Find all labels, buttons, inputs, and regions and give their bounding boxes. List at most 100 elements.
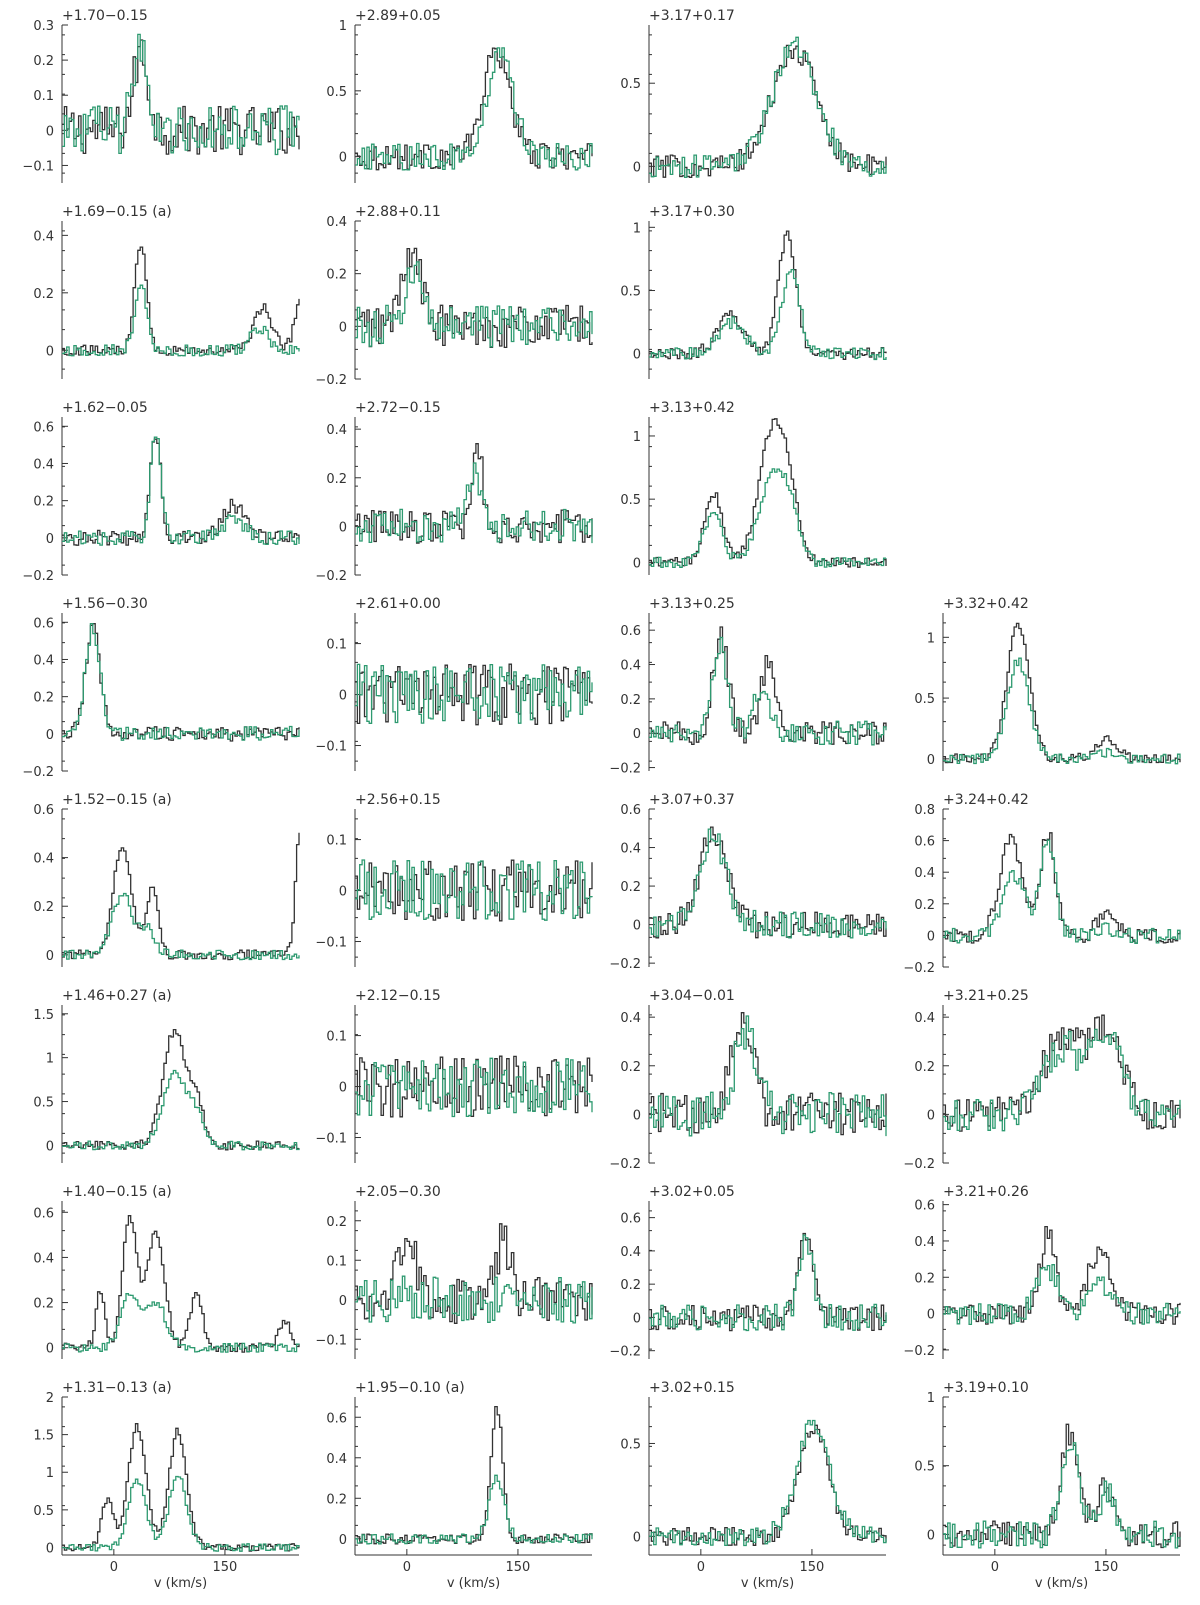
y-tick-label: −0.1 xyxy=(22,159,54,174)
series-green-trace xyxy=(355,1275,593,1324)
y-tick-label: 0.4 xyxy=(620,659,641,674)
spectrum-panel: +1.56−0.30 0.6 0.4 0.2 0 −0.2 xyxy=(22,596,300,780)
y-tick-label: 0.6 xyxy=(914,1199,935,1214)
y-tick-label: −0.1 xyxy=(315,740,347,755)
y-tick-label: −0.2 xyxy=(903,1344,935,1359)
y-tick-label: 0.2 xyxy=(33,287,54,302)
y-tick-label: −0.2 xyxy=(903,961,935,976)
series-black-trace xyxy=(649,230,887,360)
y-tick-label: 0.6 xyxy=(33,420,54,435)
y-tick-label: 0 xyxy=(339,1294,347,1309)
y-tick-label: 0.5 xyxy=(620,285,641,300)
panel-title: +1.69−0.15 (a) xyxy=(62,204,172,220)
series-green-trace xyxy=(62,33,300,156)
y-tick-label: 0.2 xyxy=(914,1271,935,1286)
panel-title: +1.40−0.15 (a) xyxy=(62,1184,172,1200)
spectrum-panel: +1.62−0.05 0.6 0.4 0.2 0 −0.2 xyxy=(22,400,300,584)
series-black-trace xyxy=(62,1028,300,1151)
series-green-trace xyxy=(62,284,300,357)
y-tick-label: 0.2 xyxy=(326,472,347,487)
series-green-trace xyxy=(943,839,1181,944)
y-tick-label: 0.4 xyxy=(33,653,54,668)
y-tick-label: 0 xyxy=(633,1108,641,1123)
spectrum-panel: +3.02+0.05 0.6 0.4 0.2 0 −0.2 xyxy=(609,1184,887,1360)
y-tick-label: 0 xyxy=(339,320,347,335)
panel-title: +3.02+0.15 xyxy=(649,1380,735,1396)
y-tick-label: 0 xyxy=(927,1108,935,1123)
series-green-trace xyxy=(649,268,887,361)
series-black-trace xyxy=(649,626,887,746)
y-tick-label: 0.5 xyxy=(33,1096,54,1111)
series-black-trace xyxy=(62,1215,300,1353)
panel-title: +2.72−0.15 xyxy=(355,400,441,416)
y-tick-label: 0.2 xyxy=(620,1060,641,1075)
y-tick-label: 0.2 xyxy=(326,1492,347,1507)
series-black-trace xyxy=(649,1232,887,1332)
y-tick-label: −0.2 xyxy=(315,373,347,388)
y-tick-label: 0 xyxy=(633,160,641,175)
series-black-trace xyxy=(62,1423,300,1552)
y-tick-label: 0 xyxy=(633,727,641,742)
series-green-trace xyxy=(943,1028,1181,1132)
y-tick-label: 0.4 xyxy=(914,1235,935,1250)
x-axis-label: v (km/s) xyxy=(154,1576,207,1591)
y-tick-label: 0 xyxy=(339,1081,347,1096)
panel-title: +1.95−0.10 (a) xyxy=(355,1380,465,1396)
series-green-trace xyxy=(355,1057,593,1118)
series-black-trace xyxy=(355,859,593,922)
spectrum-panel: +1.70−0.15 0.3 0.2 0.1 0 −0.1 xyxy=(22,8,300,183)
y-tick-label: 0.4 xyxy=(326,1452,347,1467)
series-green-trace xyxy=(355,261,593,348)
series-black-trace xyxy=(62,39,300,156)
y-tick-label: 0.6 xyxy=(326,1411,347,1426)
series-green-trace xyxy=(649,1234,887,1332)
y-tick-label: 0.5 xyxy=(620,1437,641,1452)
series-green-trace xyxy=(649,1015,887,1137)
y-tick-label: 0 xyxy=(46,124,54,139)
y-tick-label: 0.4 xyxy=(33,1251,54,1266)
y-tick-label: 0.2 xyxy=(914,1060,935,1075)
series-green-trace xyxy=(649,36,887,179)
y-tick-label: −0.2 xyxy=(315,569,347,584)
panel-title: +1.46+0.27 (a) xyxy=(62,988,172,1004)
y-tick-label: 0.4 xyxy=(326,215,347,230)
spectrum-panel: +3.13+0.25 0.6 0.4 0.2 0 −0.2 xyxy=(609,596,887,777)
y-tick-label: 0.6 xyxy=(914,835,935,850)
panel-title: +1.56−0.30 xyxy=(62,596,148,612)
series-green-trace xyxy=(649,636,887,746)
y-tick-label: 0.2 xyxy=(326,268,347,283)
panel-title: +3.13+0.25 xyxy=(649,596,735,612)
y-tick-label: 0 xyxy=(927,929,935,944)
y-tick-label: 1 xyxy=(633,221,641,236)
spectrum-panel: +1.46+0.27 (a) 1.5 1 0.5 0 xyxy=(33,988,300,1163)
series-green-trace xyxy=(62,1293,300,1353)
series-green-trace xyxy=(649,828,887,939)
y-tick-label: 0 xyxy=(633,1311,641,1326)
y-tick-label: 0 xyxy=(633,1530,641,1545)
series-black-trace xyxy=(62,623,300,742)
y-tick-label: 0.1 xyxy=(326,638,347,653)
panel-title: +3.17+0.30 xyxy=(649,204,735,220)
series-green-trace xyxy=(943,1442,1181,1549)
series-black-trace xyxy=(649,44,887,178)
y-tick-label: 0.2 xyxy=(33,1297,54,1312)
y-tick-label: −0.2 xyxy=(609,1157,641,1172)
panel-title: +3.13+0.42 xyxy=(649,400,735,416)
y-tick-label: 0.1 xyxy=(326,1254,347,1269)
y-tick-label: 0.6 xyxy=(33,1206,54,1221)
y-tick-label: 1 xyxy=(927,1391,935,1406)
series-green-trace xyxy=(943,657,1181,765)
y-tick-label: −0.1 xyxy=(315,1132,347,1147)
y-tick-label: 0 xyxy=(927,1528,935,1543)
spectrum-panel: +1.95−0.10 (a) 0.6 0.4 0.2 0 0 150 v (km/s) xyxy=(326,1380,593,1591)
series-green-trace xyxy=(62,623,300,741)
y-tick-label: 1.5 xyxy=(33,1008,54,1023)
panel-title: +3.32+0.42 xyxy=(943,596,1029,612)
spectrum-panel: +3.24+0.42 0.8 0.6 0.4 0.2 0 −0.2 xyxy=(903,792,1181,976)
y-tick-label: 0.5 xyxy=(326,85,347,100)
y-tick-label: 0.5 xyxy=(620,77,641,92)
spectrum-panel: +3.32+0.42 1 0.5 0 xyxy=(914,596,1181,771)
y-tick-label: 0 xyxy=(927,753,935,768)
y-tick-label: −0.2 xyxy=(903,1157,935,1172)
y-tick-label: −0.2 xyxy=(609,1345,641,1360)
